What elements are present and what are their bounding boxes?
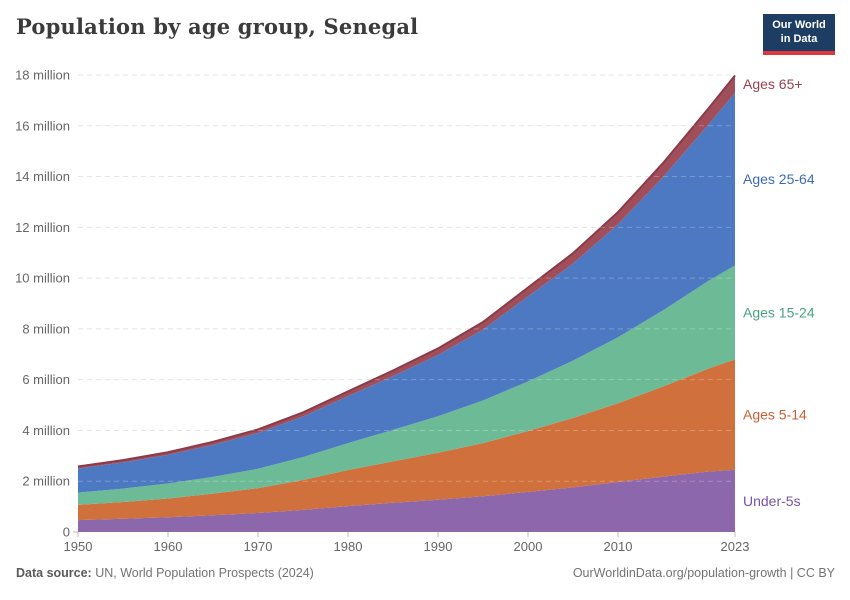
- y-axis-label: 6 million: [22, 372, 70, 387]
- y-axis-label: 8 million: [22, 321, 70, 336]
- y-axis-label: 12 million: [15, 220, 70, 235]
- owid-logo-line1: Our World: [772, 19, 826, 31]
- x-axis-label: 2000: [514, 539, 543, 554]
- x-axis-label: 1970: [244, 539, 273, 554]
- y-axis-label: 18 million: [15, 68, 70, 83]
- legend-label-ages-5-14[interactable]: Ages 5-14: [743, 407, 807, 423]
- x-axis-label: 1980: [334, 539, 363, 554]
- data-source-label: Data source:: [16, 566, 92, 580]
- x-axis-label: 1990: [424, 539, 453, 554]
- credit-link[interactable]: OurWorldinData.org/population-growth | C…: [572, 566, 835, 580]
- x-axis-label: 1960: [154, 539, 183, 554]
- area-under-5s[interactable]: [78, 469, 735, 532]
- legend-label-ages-65plus[interactable]: Ages 65+: [743, 76, 803, 92]
- legend-label-ages-25-64[interactable]: Ages 25-64: [743, 171, 815, 187]
- owid-logo-line2: in Data: [780, 32, 818, 45]
- y-axis-label: 4 million: [22, 423, 70, 438]
- legend-label-under-5s[interactable]: Under-5s: [743, 493, 801, 509]
- x-axis-label: 1950: [64, 539, 93, 554]
- y-axis-label: 14 million: [15, 169, 70, 184]
- data-source-text: UN, World Population Prospects (2024): [91, 566, 314, 580]
- area-ages-15-24[interactable]: [78, 265, 735, 505]
- legend-label-ages-15-24[interactable]: Ages 15-24: [743, 304, 815, 320]
- page-title: Population by age group, Senegal: [16, 14, 419, 39]
- x-axis-label: 2023: [721, 539, 750, 554]
- data-source-note: Data source: UN, World Population Prospe…: [16, 566, 314, 580]
- owid-logo[interactable]: Our World in Data: [763, 14, 835, 55]
- area-ages-25-64[interactable]: [78, 92, 735, 493]
- y-axis-label: 2 million: [22, 474, 70, 489]
- y-axis-label: 16 million: [15, 118, 70, 133]
- area-ages-5-14[interactable]: [78, 359, 735, 521]
- y-axis-label: 0: [63, 525, 70, 540]
- y-axis-label: 10 million: [15, 271, 70, 286]
- x-axis-label: 2010: [604, 539, 633, 554]
- chart-footer: Data source: UN, World Population Prospe…: [0, 566, 850, 580]
- total-line: [77, 74, 736, 468]
